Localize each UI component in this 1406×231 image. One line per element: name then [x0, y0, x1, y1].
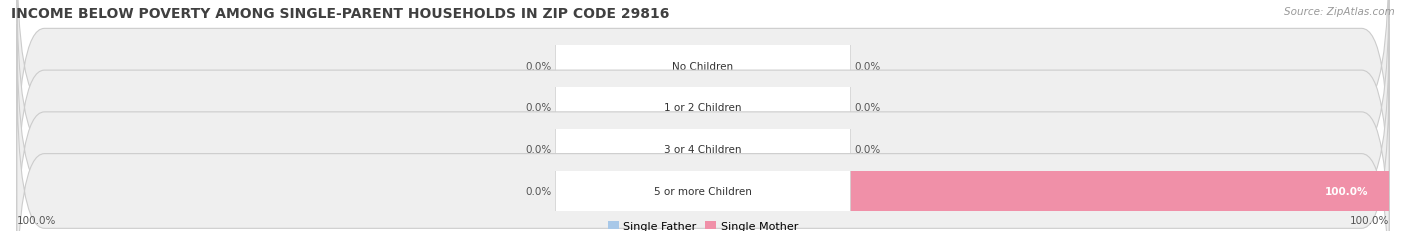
FancyBboxPatch shape — [710, 136, 846, 231]
Text: INCOME BELOW POVERTY AMONG SINGLE-PARENT HOUSEHOLDS IN ZIP CODE 29816: INCOME BELOW POVERTY AMONG SINGLE-PARENT… — [11, 7, 669, 21]
Text: 0.0%: 0.0% — [853, 61, 880, 71]
Text: 0.0%: 0.0% — [526, 61, 553, 71]
Text: 5 or more Children: 5 or more Children — [654, 186, 752, 196]
FancyBboxPatch shape — [710, 94, 846, 205]
Text: 0.0%: 0.0% — [853, 103, 880, 113]
FancyBboxPatch shape — [560, 136, 696, 231]
FancyBboxPatch shape — [710, 11, 846, 122]
Text: 1 or 2 Children: 1 or 2 Children — [664, 103, 742, 113]
Legend: Single Father, Single Mother: Single Father, Single Mother — [603, 216, 803, 231]
FancyBboxPatch shape — [560, 11, 696, 122]
Text: No Children: No Children — [672, 61, 734, 71]
FancyBboxPatch shape — [555, 30, 851, 185]
FancyBboxPatch shape — [560, 53, 696, 163]
Text: Source: ZipAtlas.com: Source: ZipAtlas.com — [1284, 7, 1395, 17]
Text: 0.0%: 0.0% — [526, 145, 553, 155]
FancyBboxPatch shape — [710, 53, 846, 163]
FancyBboxPatch shape — [17, 0, 1389, 191]
FancyBboxPatch shape — [555, 0, 851, 144]
Text: 0.0%: 0.0% — [526, 186, 553, 196]
FancyBboxPatch shape — [17, 67, 1389, 231]
Text: 0.0%: 0.0% — [526, 103, 553, 113]
FancyBboxPatch shape — [560, 94, 696, 205]
Text: 100.0%: 100.0% — [17, 215, 56, 225]
FancyBboxPatch shape — [555, 113, 851, 231]
FancyBboxPatch shape — [17, 25, 1389, 231]
FancyBboxPatch shape — [555, 72, 851, 227]
FancyBboxPatch shape — [17, 0, 1389, 231]
Text: 3 or 4 Children: 3 or 4 Children — [664, 145, 742, 155]
Text: 100.0%: 100.0% — [1350, 215, 1389, 225]
Text: 100.0%: 100.0% — [1324, 186, 1368, 196]
FancyBboxPatch shape — [713, 157, 1392, 225]
Text: 0.0%: 0.0% — [853, 145, 880, 155]
